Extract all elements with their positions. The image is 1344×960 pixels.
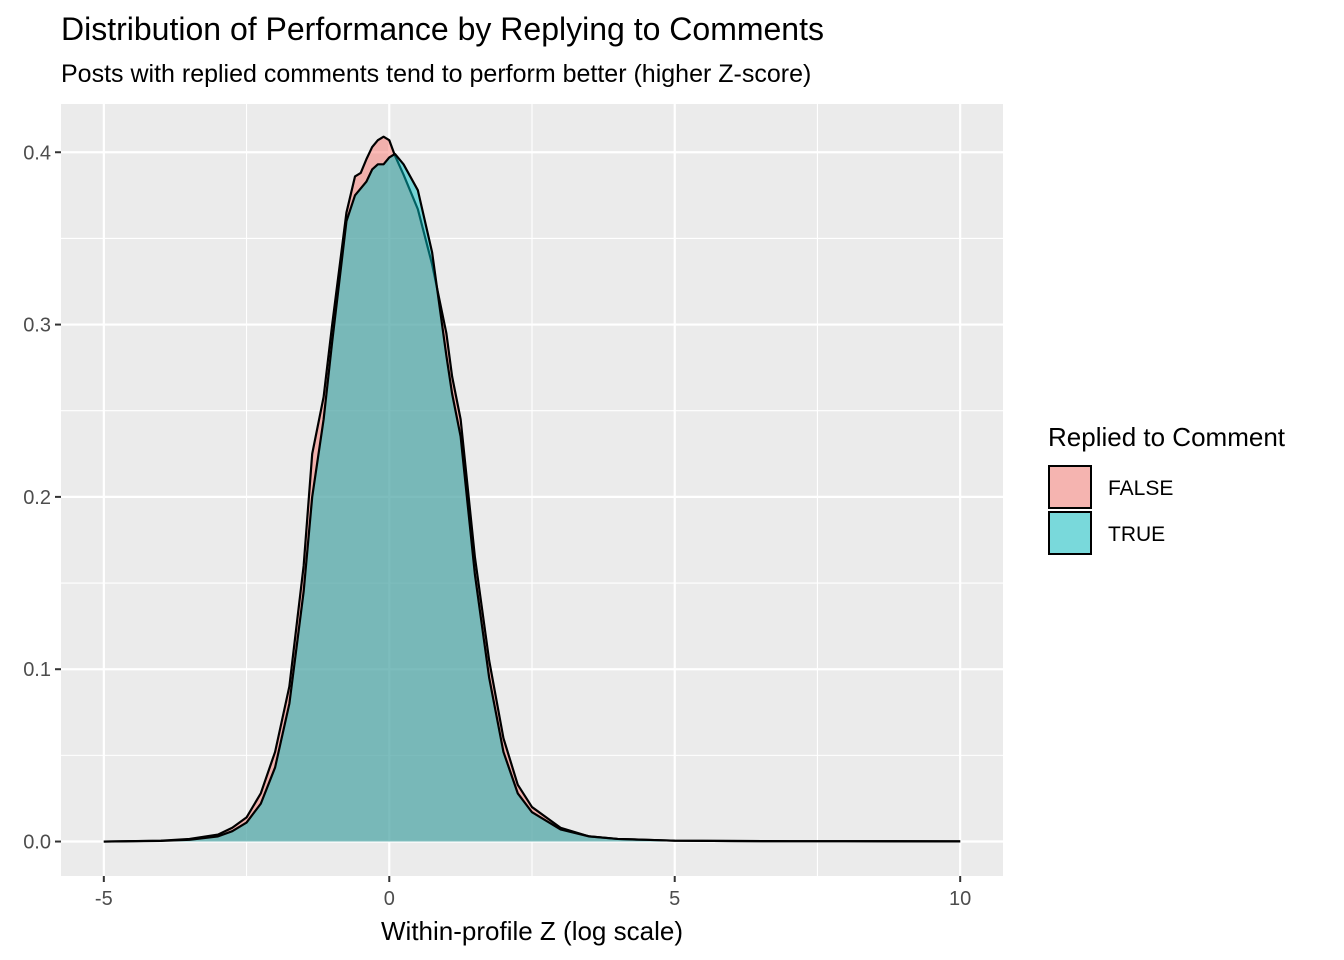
density-line-true — [103, 152, 961, 843]
x-tick-label: 5 — [669, 888, 680, 910]
legend-key-false — [1048, 465, 1092, 509]
x-axis-title: Within-profile Z (log scale) — [381, 916, 683, 946]
y-tick-label: 0.1 — [23, 659, 51, 681]
y-tick-label: 0.0 — [23, 832, 51, 854]
legend-title: Replied to Comment — [1048, 422, 1286, 452]
legend-key-true — [1048, 511, 1092, 555]
chart-subtitle: Posts with replied comments tend to perf… — [61, 60, 811, 88]
density-area-true — [103, 153, 961, 842]
y-tick-label: 0.2 — [23, 487, 51, 509]
axes: 0.0 0.1 0.2 0.3 0.4 -5 0 5 10 — [23, 142, 971, 910]
x-tick-label: 10 — [949, 888, 971, 910]
plot-panel — [61, 104, 1003, 876]
chart-title: Distribution of Performance by Replying … — [61, 11, 824, 47]
x-tick-label: 0 — [384, 888, 395, 910]
x-tick-label: -5 — [95, 888, 113, 910]
legend-label-false: FALSE — [1108, 477, 1173, 500]
legend: Replied to Comment FALSE TRUE — [1048, 422, 1286, 555]
legend-label-true: TRUE — [1108, 523, 1165, 546]
y-tick-label: 0.4 — [23, 142, 51, 164]
y-tick-label: 0.3 — [23, 315, 51, 337]
